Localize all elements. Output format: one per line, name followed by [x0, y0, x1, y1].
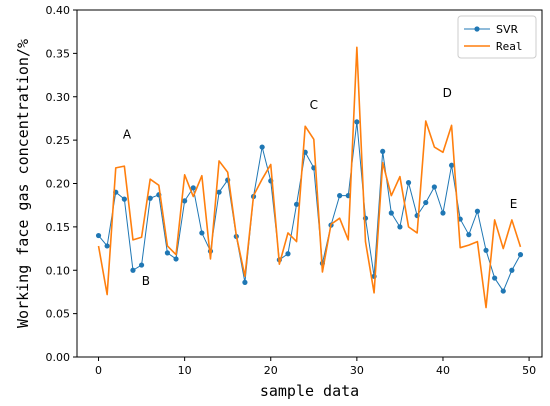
data-point-svr	[448, 162, 455, 168]
data-point-svr	[354, 119, 360, 125]
data-point-svr	[147, 195, 153, 201]
y-tick-label: 0.05	[46, 308, 71, 321]
data-point-svr	[173, 256, 179, 262]
data-point-svr	[121, 196, 127, 202]
data-point-svr	[242, 279, 248, 285]
y-tick-label: 0.40	[46, 4, 71, 17]
x-tick-label: 10	[178, 364, 192, 377]
data-point-svr	[259, 144, 265, 150]
x-tick-label: 20	[264, 364, 278, 377]
data-point-svr	[216, 189, 222, 195]
data-point-svr	[182, 198, 188, 204]
y-tick-label: 0.00	[46, 351, 71, 364]
y-tick-label: 0.25	[46, 134, 71, 147]
y-tick-label: 0.35	[46, 47, 71, 60]
data-point-svr	[285, 251, 291, 257]
data-point-svr	[293, 201, 300, 207]
annotation-b: B	[142, 274, 150, 288]
legend: SVR Real	[457, 15, 537, 59]
annotation-a: A	[123, 127, 132, 141]
data-point-svr	[397, 224, 403, 230]
data-point-svr	[199, 230, 205, 236]
x-tick-label: 30	[350, 364, 364, 377]
annotation-e: E	[510, 197, 518, 211]
plot-frame	[76, 9, 543, 358]
data-point-svr	[164, 250, 171, 256]
data-point-svr	[104, 243, 110, 249]
data-point-svr	[380, 148, 386, 155]
x-axis-label: sample data	[260, 382, 359, 400]
data-point-svr	[431, 184, 437, 190]
legend-marker-svr	[474, 26, 480, 32]
data-point-svr	[440, 210, 446, 216]
data-point-svr	[509, 267, 515, 273]
data-point-svr	[483, 247, 489, 253]
data-point-svr	[474, 208, 481, 214]
axes: 0 10 20 30 40 50 0.00 0.05 0.10 0.15 0.20 0.25 0.30 0…	[14, 4, 543, 400]
x-tick-label: 50	[522, 364, 536, 377]
data-point-svr	[466, 232, 472, 238]
data-point-svr	[130, 267, 136, 273]
data-point-svr	[423, 199, 429, 206]
data-point-svr	[95, 232, 102, 239]
data-point-svr	[405, 180, 412, 186]
x-tick-label: 40	[436, 364, 450, 377]
data-point-svr	[500, 288, 506, 294]
y-axis-label: Working face gas concentration/%	[14, 39, 32, 328]
data-point-svr	[492, 275, 498, 281]
data-point-svr	[517, 252, 524, 258]
data-point-svr	[388, 210, 394, 216]
legend-label-real: Real	[496, 40, 523, 53]
data-point-svr	[138, 262, 145, 268]
y-tick-label: 0.20	[46, 178, 71, 191]
annotation-d: D	[443, 86, 452, 100]
legend-label-svr: SVR	[496, 23, 519, 36]
data-point-svr	[190, 185, 196, 191]
y-tick-label: 0.10	[46, 264, 71, 277]
x-tick-label: 0	[95, 364, 102, 377]
series-layer	[95, 46, 524, 309]
y-tick-label: 0.30	[46, 91, 71, 104]
annotation-c: C	[310, 98, 318, 112]
y-tick-label: 0.15	[46, 221, 71, 234]
annotations: A B C D E	[123, 86, 518, 288]
series-line-real	[97, 46, 522, 309]
data-point-svr	[337, 193, 343, 199]
